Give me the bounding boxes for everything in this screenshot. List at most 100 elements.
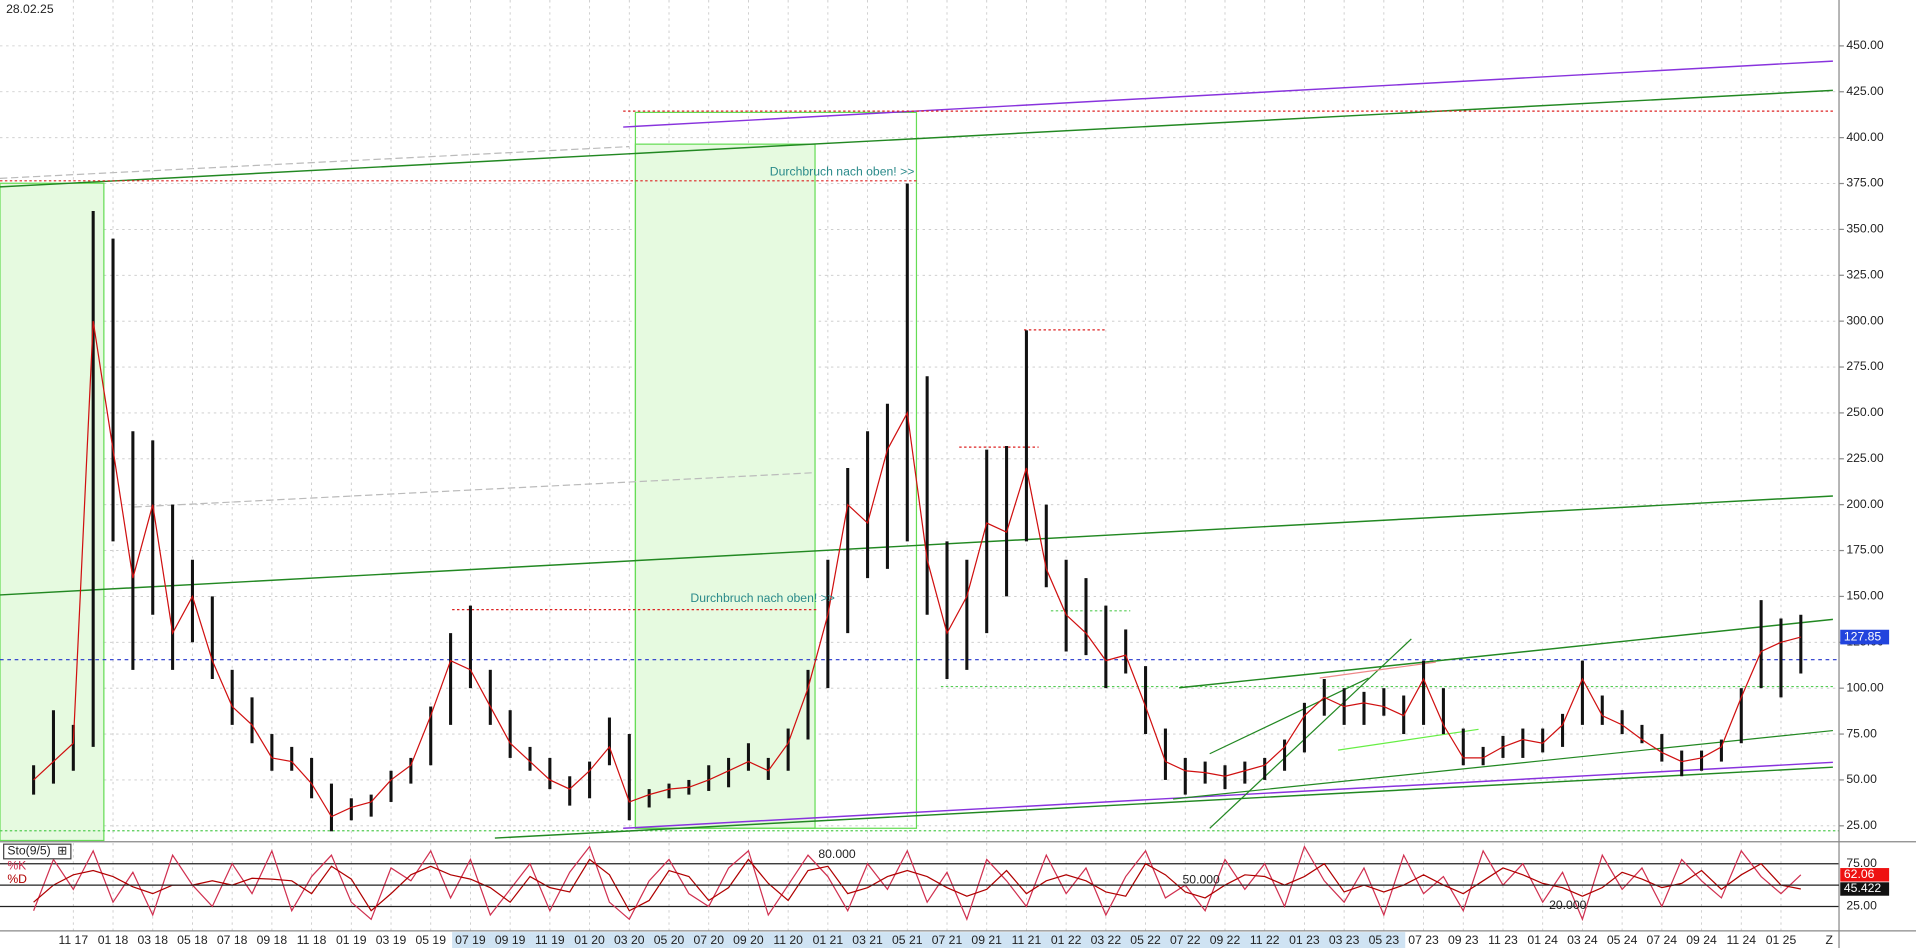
y-tick-label: 325.00	[1846, 267, 1884, 281]
x-tick-label: 03 22	[1091, 933, 1122, 947]
x-tick-label: 01 23	[1289, 933, 1320, 947]
x-tick-label: 03 21	[852, 933, 883, 947]
x-tick-label: 07 23	[1408, 933, 1439, 947]
last-value-box	[1840, 882, 1890, 896]
level-label: 80.000	[818, 847, 856, 861]
x-tick-label: 09 23	[1448, 933, 1479, 947]
indicator-add: ⊞	[57, 844, 67, 858]
x-tick-label: 03 18	[137, 933, 168, 947]
y-tick-label: 300.00	[1846, 313, 1884, 327]
y-tick-label: 450.00	[1846, 38, 1884, 52]
last-value: 45.422	[1844, 881, 1882, 895]
x-tick-label: 03 19	[376, 933, 407, 947]
trend-line	[1209, 677, 1369, 755]
close-line	[33, 321, 1801, 818]
x-tick-label: 09 24	[1686, 933, 1717, 947]
trend-line	[623, 60, 1833, 128]
last-value: 62.06	[1844, 867, 1875, 881]
y-tick-label: 225.00	[1846, 451, 1884, 465]
y-tick-label: 350.00	[1846, 222, 1884, 236]
x-tick-label: 11 19	[535, 933, 565, 947]
x-tick-label: 05 20	[654, 933, 685, 947]
last-value-box	[1840, 868, 1890, 882]
y-tick-label: 400.00	[1846, 130, 1884, 144]
legend-entry: %D	[7, 872, 27, 886]
x-tick-label: 01 24	[1527, 933, 1558, 947]
x-tick-label: 11 20	[773, 933, 803, 947]
stoch-line	[33, 845, 1802, 922]
x-tick-label: 05 18	[177, 933, 208, 947]
x-tick-label: 07 22	[1170, 933, 1201, 947]
y-tick-label: 250.00	[1846, 405, 1884, 419]
trend-line	[1337, 728, 1479, 751]
x-tick-label: 01 21	[813, 933, 844, 947]
y-tick-label: 150.00	[1846, 589, 1884, 603]
trend-line	[623, 761, 1833, 830]
x-tick-label: 01 22	[1051, 933, 1082, 947]
trend-line	[494, 766, 1833, 839]
x-tick-label: 01 18	[98, 933, 129, 947]
x-tick-label: 07 21	[932, 933, 963, 947]
y-tick-label: 175.00	[1846, 543, 1884, 557]
x-tick-label: 03 23	[1329, 933, 1360, 947]
x-tick-label: 03 20	[614, 933, 645, 947]
zone	[634, 143, 816, 829]
trend-line	[0, 145, 630, 179]
x-tick-label: 05 23	[1369, 933, 1400, 947]
trend-line	[1179, 618, 1833, 689]
y-tick-label: 25.00	[1846, 899, 1877, 913]
x-tick-label: 09 22	[1210, 933, 1241, 947]
y-tick-label: 50.00	[1846, 772, 1877, 786]
axis-highlight	[452, 932, 1406, 948]
x-tick-label: 01 25	[1766, 933, 1797, 947]
x-tick-label: 09 21	[971, 933, 1002, 947]
trend-line	[0, 89, 1833, 188]
x-tick-label: 11 22	[1250, 933, 1280, 947]
y-tick-label: 75.00	[1846, 726, 1877, 740]
x-tick-label: 01 19	[336, 933, 367, 947]
level-label: 20.000	[1549, 898, 1587, 912]
x-tick-label: 11 18	[297, 933, 327, 947]
legend-entry: %K	[7, 858, 26, 872]
x-tick-label: 07 20	[693, 933, 724, 947]
x-tick-label: 05 19	[415, 933, 446, 947]
x-tick-label: 11 21	[1012, 933, 1042, 947]
indicator-box[interactable]	[3, 843, 72, 860]
data-layer	[32, 183, 1803, 922]
x-tick-label: 07 24	[1647, 933, 1678, 947]
trend-line	[1319, 661, 1436, 679]
last-price: 127.85	[1844, 629, 1882, 643]
annotation: Durchbruch nach oben! >>	[690, 591, 835, 605]
level-label: 50.000	[1182, 872, 1220, 886]
trend-line	[0, 495, 1833, 596]
x-tick-label: 05 22	[1130, 933, 1161, 947]
zone	[634, 111, 918, 829]
x-tick-label: 01 20	[574, 933, 605, 947]
x-tick-label: 11 24	[1726, 933, 1756, 947]
x-tick-label: 11 23	[1488, 933, 1518, 947]
y-tick-label: 425.00	[1846, 84, 1884, 98]
y-tick-label: 25.00	[1846, 818, 1877, 832]
y-tick-label: 75.00	[1846, 856, 1877, 870]
annotation: Durchbruch nach oben! >>	[770, 164, 915, 178]
x-tick-label: 03 24	[1567, 933, 1598, 947]
y-tick-label: 200.00	[1846, 497, 1884, 511]
x-tick-label: 11 17	[58, 933, 88, 947]
x-tick-label: 07 18	[217, 933, 248, 947]
last-price-box	[1840, 629, 1890, 645]
stoch-line	[33, 858, 1801, 912]
y-tick-label: 275.00	[1846, 359, 1884, 373]
x-tick-label: 09 20	[733, 933, 764, 947]
x-tick-label: 05 24	[1607, 933, 1638, 947]
x-tick-label: 09 18	[257, 933, 288, 947]
indicator-title: Sto(9/5)	[7, 844, 50, 858]
x-tick-label: 09 19	[495, 933, 526, 947]
x-tick-label: 07 19	[455, 933, 486, 947]
scroll-label[interactable]: Z	[1826, 933, 1834, 947]
x-tick-label: 05 21	[892, 933, 923, 947]
trend-line	[134, 472, 813, 508]
y-tick-label: 375.00	[1846, 176, 1884, 190]
